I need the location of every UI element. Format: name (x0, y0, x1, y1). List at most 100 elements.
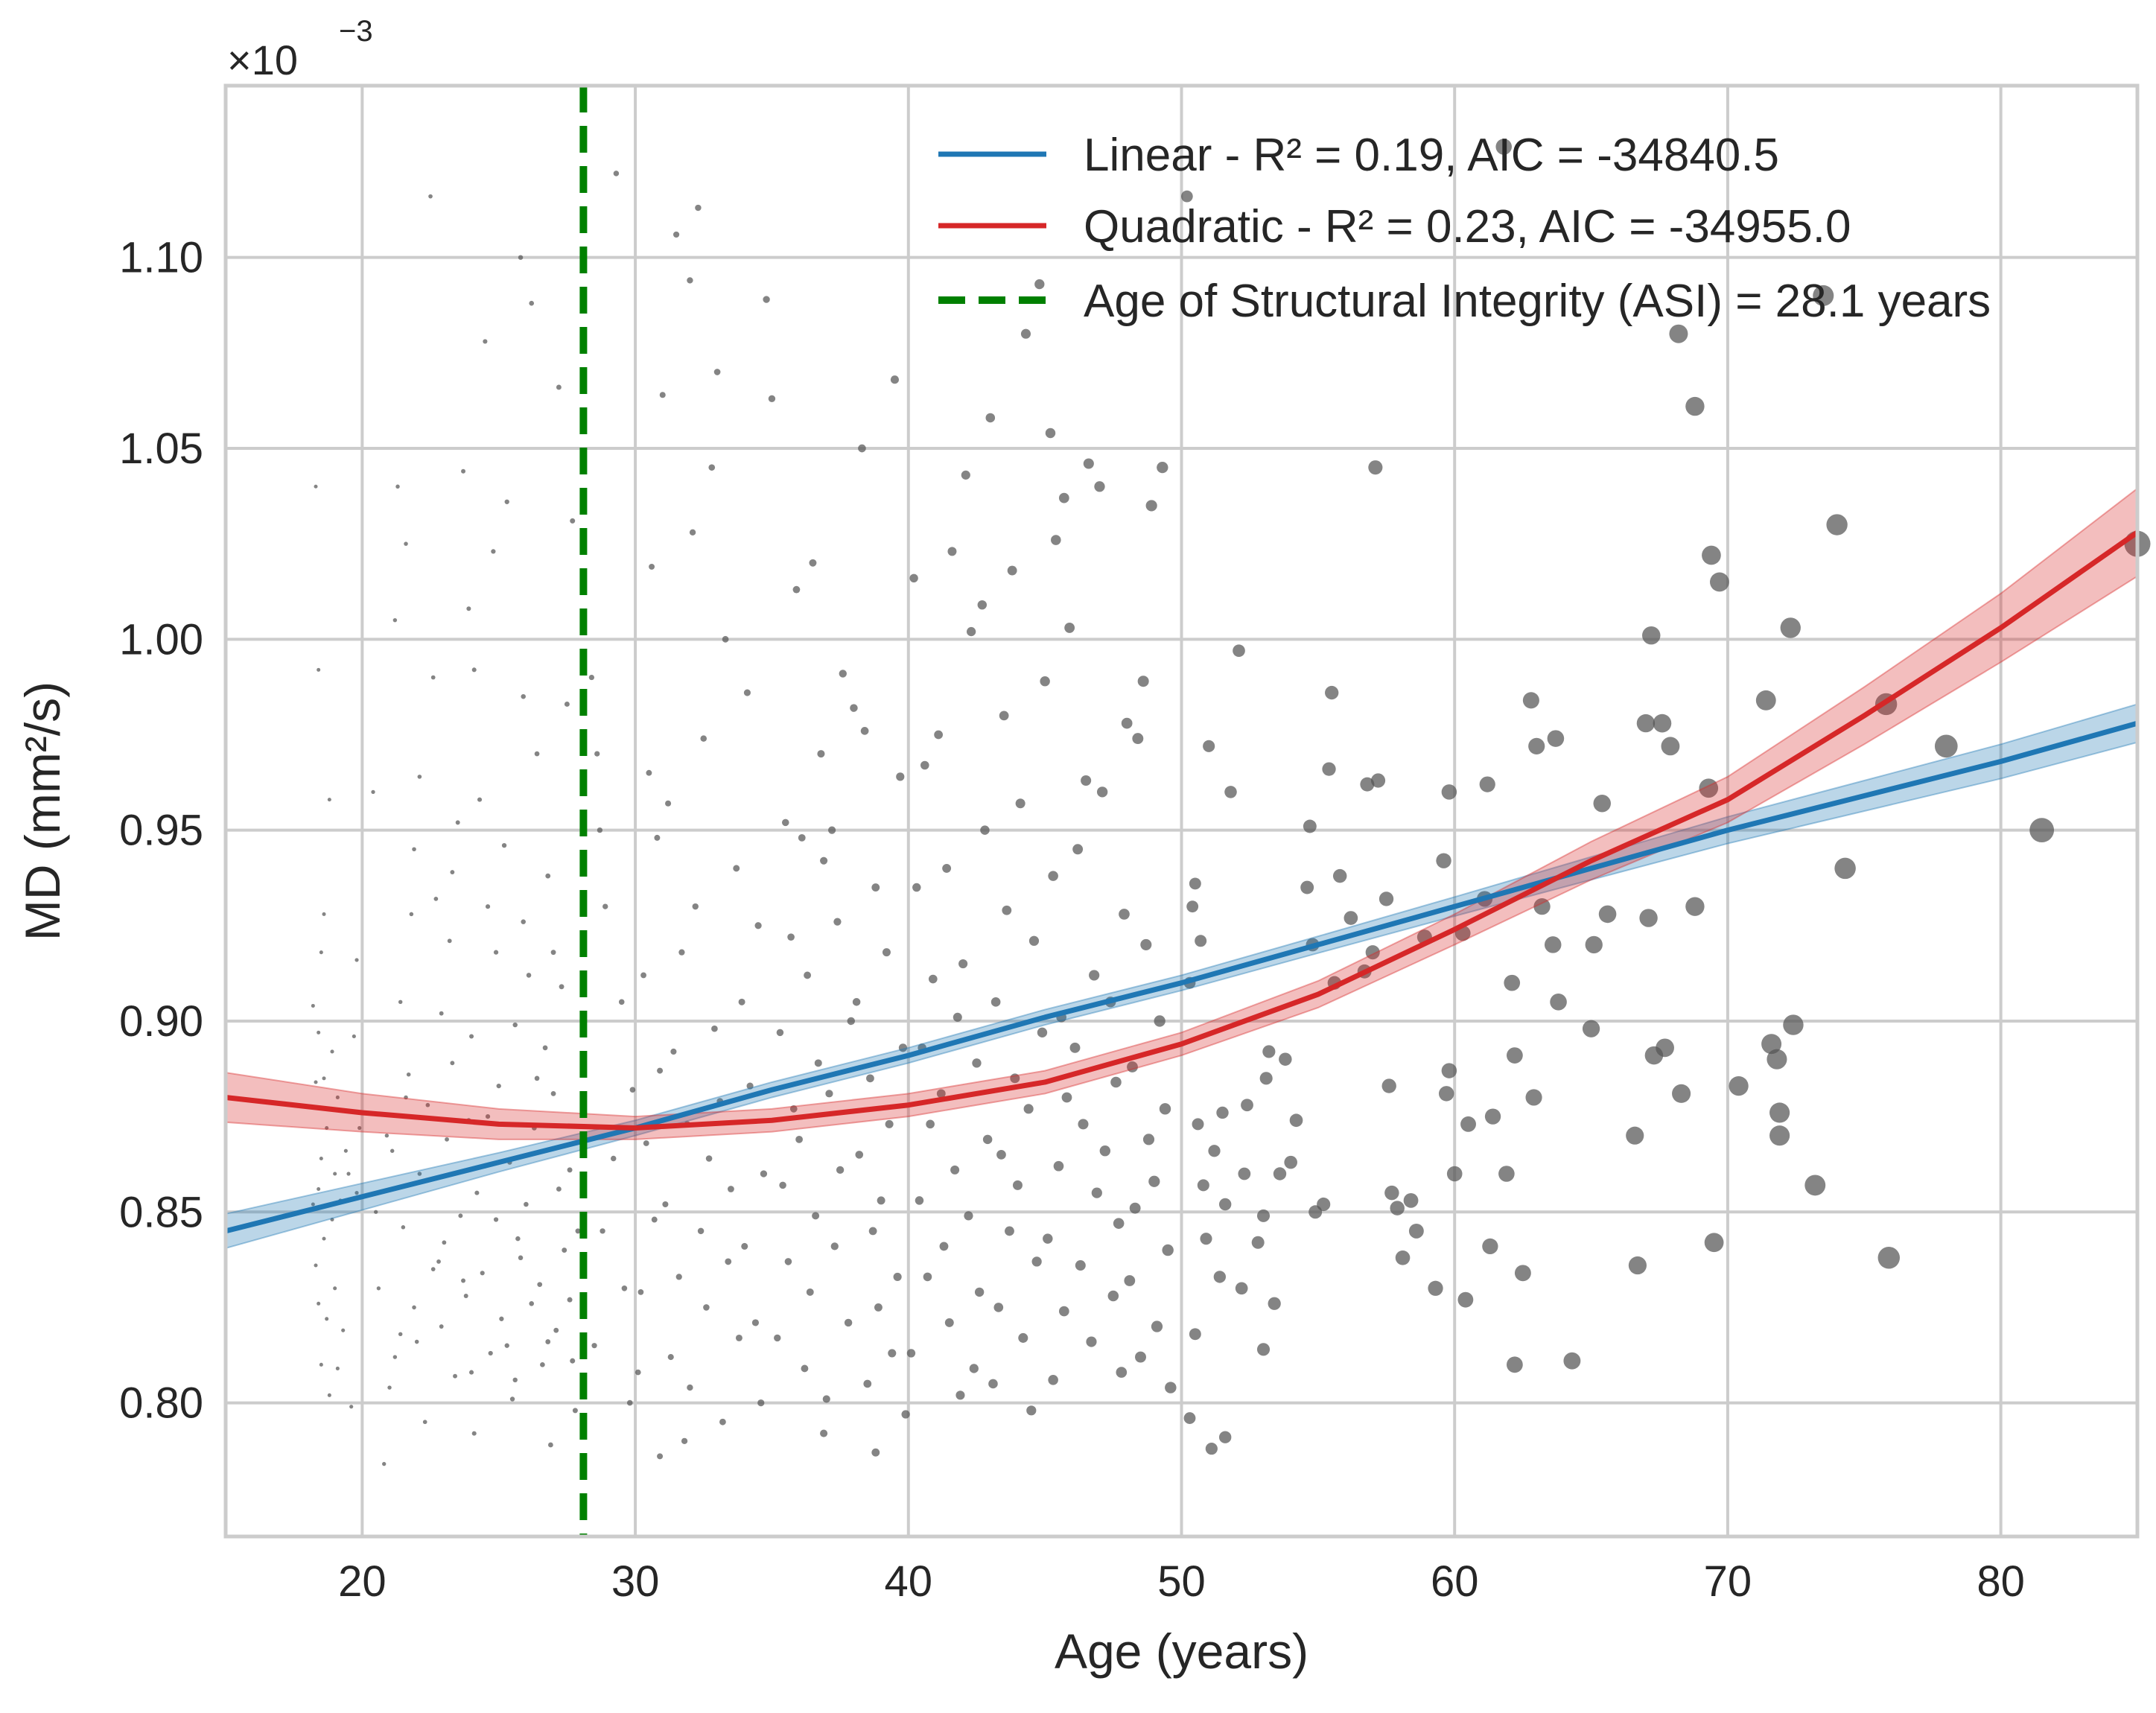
scatter-point (1031, 1256, 1042, 1267)
scatter-point (529, 1301, 535, 1306)
scatter-point (727, 1186, 734, 1192)
scatter-point (461, 1278, 466, 1283)
scatter-point (847, 1017, 856, 1026)
scatter-point (1145, 500, 1157, 512)
scatter-point (570, 1358, 576, 1364)
scatter-point (1132, 733, 1144, 745)
scatter-point (681, 1437, 688, 1444)
scatter-point (830, 1242, 839, 1250)
scatter-point (515, 1236, 521, 1242)
scatter-point (485, 1114, 491, 1119)
scatter-point (430, 1267, 436, 1272)
scatter-point (672, 231, 680, 238)
scatter-point (425, 1102, 430, 1107)
scatter-point (1273, 1167, 1287, 1180)
scatter-point (1308, 1205, 1323, 1219)
scatter-point (341, 1328, 346, 1332)
scatter-point (649, 563, 655, 570)
x-tick-label: 30 (611, 1557, 660, 1606)
scatter-point (548, 1442, 553, 1448)
scatter-point (553, 1327, 559, 1333)
scatter-point (1089, 970, 1100, 981)
scatter-point (327, 798, 331, 802)
scatter-point (319, 1362, 323, 1367)
scatter-point (352, 1034, 356, 1039)
scatter-point (550, 1090, 556, 1096)
scatter-point (567, 1167, 573, 1173)
scatter-point (855, 1151, 864, 1159)
scatter-point (463, 1294, 468, 1299)
scatter-point (1159, 1103, 1171, 1115)
scatter-point (703, 1304, 710, 1311)
scatter-point (792, 585, 801, 594)
scatter-point (801, 1364, 809, 1373)
scatter-point (1058, 492, 1069, 503)
scatter-point (1189, 1328, 1201, 1341)
scatter-point (787, 933, 795, 941)
scatter-point (906, 1349, 916, 1358)
scatter-point (477, 797, 483, 802)
scatter-point (901, 1410, 910, 1419)
scatter-point (687, 277, 693, 284)
scatter-point (993, 1303, 1004, 1312)
scatter-point (877, 1196, 885, 1205)
scatter-point (594, 751, 600, 757)
scatter-point (575, 1228, 581, 1234)
scatter-point (317, 667, 321, 672)
scatter-point (955, 1391, 965, 1400)
scatter-point (735, 1334, 742, 1341)
scatter-point (572, 1408, 578, 1414)
scatter-point (512, 1377, 518, 1383)
scatter-point (1507, 1047, 1523, 1064)
scatter-point (442, 1240, 447, 1245)
scatter-point (1192, 1118, 1204, 1131)
scatter-point (496, 1083, 501, 1089)
scatter-point (521, 693, 526, 699)
scatter-point (392, 617, 398, 623)
scatter-point (1582, 1020, 1600, 1037)
scatter-point (1457, 1291, 1474, 1308)
y-offset-label: ×10 −3 (227, 15, 373, 83)
scatter-point (322, 1076, 326, 1081)
scatter-point (1368, 460, 1383, 475)
scatter-point (646, 769, 652, 776)
scatter-point (1119, 909, 1130, 920)
scatter-point (1460, 1116, 1476, 1132)
scatter-point (314, 1080, 318, 1084)
scatter-point (357, 1125, 362, 1131)
scatter-point (1086, 1336, 1097, 1347)
scatter-point (346, 1172, 351, 1176)
scatter-point (1072, 844, 1084, 855)
scatter-point (319, 1156, 323, 1161)
scatter-point (613, 171, 620, 177)
scatter-point (327, 1393, 331, 1397)
scatter-point (719, 1418, 726, 1426)
scatter-point (1259, 1072, 1273, 1085)
scatter-point (1010, 1073, 1020, 1084)
scatter-point (898, 1043, 908, 1052)
scatter-point (1639, 909, 1658, 927)
scatter-point (974, 1287, 985, 1297)
scatter-point (1446, 1166, 1463, 1182)
scatter-point (651, 1216, 658, 1223)
scatter-point (1498, 1166, 1515, 1182)
scatter-point (1012, 1180, 1023, 1190)
grid (226, 86, 2137, 1536)
scatter-point (890, 375, 900, 384)
scatter-point (1729, 1075, 1749, 1096)
scatter-point (751, 1319, 760, 1326)
scatter-point (354, 1191, 359, 1195)
scatter-point (637, 1289, 644, 1295)
legend: Linear - R² = 0.19, AIC = -34840.5 Quadr… (938, 130, 1991, 327)
scatter-point (1504, 974, 1521, 991)
scatter-point (1233, 644, 1245, 658)
scatter-point (1585, 935, 1603, 954)
scatter-point (817, 750, 825, 758)
scatter-point (1495, 139, 1512, 155)
scatter-point (722, 635, 729, 643)
scatter-point (746, 1082, 754, 1090)
scatter-point (1262, 1045, 1276, 1058)
scatter-point (325, 1317, 329, 1321)
scatter-point (912, 883, 921, 892)
